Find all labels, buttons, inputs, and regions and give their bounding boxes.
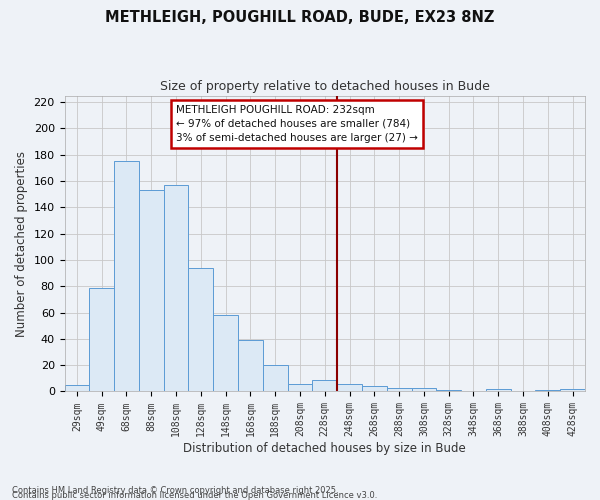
Bar bbox=[164, 185, 188, 392]
Text: METHLEIGH POUGHILL ROAD: 232sqm
← 97% of detached houses are smaller (784)
3% of: METHLEIGH POUGHILL ROAD: 232sqm ← 97% of… bbox=[176, 105, 418, 143]
Bar bbox=[263, 365, 287, 392]
Bar bbox=[387, 388, 412, 392]
Bar bbox=[486, 389, 511, 392]
Bar bbox=[287, 384, 313, 392]
Bar bbox=[238, 340, 263, 392]
Bar bbox=[114, 162, 139, 392]
Text: Contains public sector information licensed under the Open Government Licence v3: Contains public sector information licen… bbox=[12, 490, 377, 500]
Text: METHLEIGH, POUGHILL ROAD, BUDE, EX23 8NZ: METHLEIGH, POUGHILL ROAD, BUDE, EX23 8NZ bbox=[106, 10, 494, 25]
X-axis label: Distribution of detached houses by size in Bude: Distribution of detached houses by size … bbox=[184, 442, 466, 455]
Bar bbox=[213, 315, 238, 392]
Bar bbox=[535, 390, 560, 392]
Bar bbox=[412, 388, 436, 392]
Bar bbox=[337, 384, 362, 392]
Bar bbox=[65, 385, 89, 392]
Bar bbox=[139, 190, 164, 392]
Bar bbox=[436, 390, 461, 392]
Bar bbox=[560, 389, 585, 392]
Bar bbox=[362, 386, 387, 392]
Bar bbox=[89, 288, 114, 392]
Y-axis label: Number of detached properties: Number of detached properties bbox=[15, 150, 28, 336]
Bar bbox=[188, 268, 213, 392]
Text: Contains HM Land Registry data © Crown copyright and database right 2025.: Contains HM Land Registry data © Crown c… bbox=[12, 486, 338, 495]
Title: Size of property relative to detached houses in Bude: Size of property relative to detached ho… bbox=[160, 80, 490, 93]
Bar bbox=[313, 380, 337, 392]
